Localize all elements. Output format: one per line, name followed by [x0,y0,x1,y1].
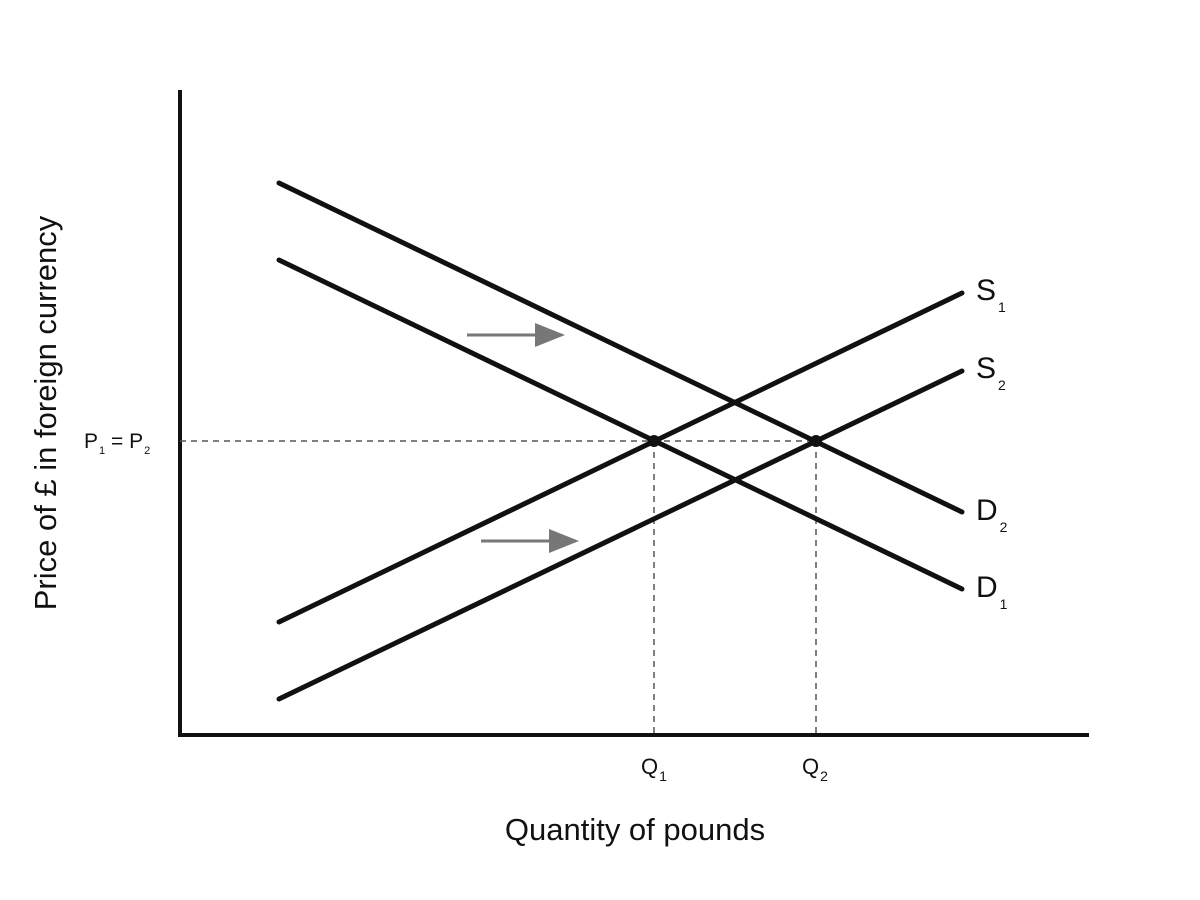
label-main: S [976,352,996,385]
x-axis-title: Quantity of pounds [505,812,765,847]
supply-curve-1 [276,290,965,625]
label-sub: 1 [998,299,1006,315]
supply-curve-2 [276,368,965,702]
label-sub: 2 [1000,519,1008,535]
label-main: D [976,494,998,527]
y-axis-title: Price of £ in foreign currency [28,215,63,610]
label-main: Q [641,754,658,779]
label-sub: 2 [998,377,1006,393]
label-sub: 1 [99,445,105,457]
label-main: S [976,274,996,307]
equilibrium-point [648,435,660,447]
label-main: Q [802,754,819,779]
label-sub: 1 [659,768,667,784]
label-main: P [84,430,98,453]
quantity-label: Q2 [802,754,828,784]
label-main: = P [105,430,143,453]
label-sub: 2 [144,445,150,457]
label-sub: 1 [1000,596,1008,612]
label-main: D [976,571,998,604]
quantity-label: Q1 [641,754,667,784]
equilibrium-point [810,435,822,447]
price-label: P1 = P2 [84,430,150,457]
demand-curve-1 [276,257,965,592]
label-sub: 2 [820,768,828,784]
demand-curve-2 [276,180,965,515]
